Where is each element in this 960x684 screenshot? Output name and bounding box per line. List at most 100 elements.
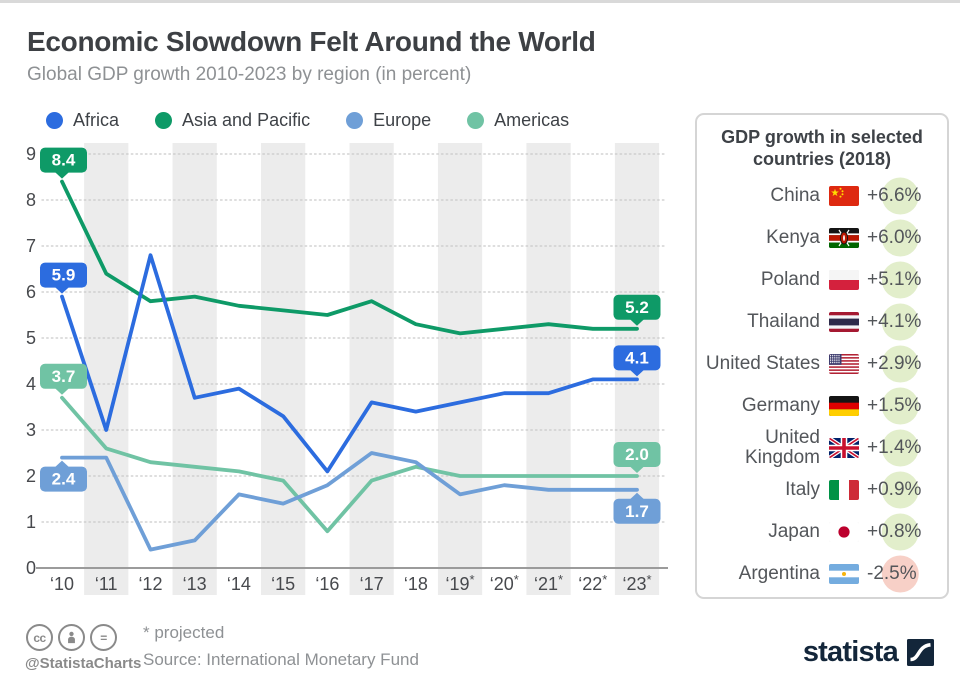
value-badge-5.9: 5.9 <box>40 262 87 294</box>
country-row-thailand: Thailand +4.1% <box>697 301 947 343</box>
svg-text:1.7: 1.7 <box>625 502 649 521</box>
svg-text:5: 5 <box>26 328 36 348</box>
legend-label: Americas <box>494 110 570 130</box>
nd-license-icon: = <box>90 624 117 651</box>
line-americas <box>60 395 639 534</box>
highlight-circle <box>881 555 919 593</box>
usa-flag-icon <box>829 353 859 374</box>
country-name: Poland <box>760 268 820 290</box>
svg-text:★: ★ <box>831 188 840 199</box>
highlight-circle <box>881 471 919 509</box>
svg-text:2.4: 2.4 <box>52 470 76 489</box>
svg-text:4.1: 4.1 <box>625 348 649 367</box>
value-badge-5.2: 5.2 <box>613 294 661 326</box>
svg-text:‘14: ‘14 <box>227 574 251 594</box>
value-badge-1.7: 1.7 <box>613 492 661 524</box>
legend-item-americas: Americas <box>467 110 569 131</box>
germany-flag-icon <box>829 395 859 416</box>
country-rows: China ★ +6.6% Kenya +6.0% Poland +5.1% T… <box>697 175 947 595</box>
highlight-circle <box>881 429 919 467</box>
country-name: United States <box>705 352 820 374</box>
italy-flag-icon <box>829 479 859 500</box>
country-name: Thailand <box>747 310 820 332</box>
gdp-growth-line-chart: 0 1 2 3 4 5 6 7 8 9 ‘10 ‘11 ‘12 ‘13 ‘14 ‘15 ‘16 ‘17 ‘18 ‘19… <box>26 143 668 595</box>
country-gdp-value: +5.1% <box>867 261 935 299</box>
line-europe <box>60 451 639 552</box>
svg-text:‘22*: ‘22* <box>578 572 607 594</box>
svg-text:8.4: 8.4 <box>52 151 76 170</box>
x-axis-labels: ‘10 ‘11 ‘12 ‘13 ‘14 ‘15 ‘16 ‘17 ‘18 ‘19* ‘20* ‘21* ‘… <box>50 572 652 594</box>
cc-license-icon: cc <box>26 624 53 651</box>
country-gdp-value: +4.1% <box>867 303 935 341</box>
value-badge-2.4: 2.4 <box>40 460 87 492</box>
country-row-kenya: Kenya +6.0% <box>697 217 947 259</box>
svg-text:4: 4 <box>26 374 36 394</box>
country-row-united-kingdom: United Kingdom +1.4% <box>697 427 947 469</box>
page-subtitle: Global GDP growth 2010-2023 by region (i… <box>27 64 472 85</box>
value-badge-3.7: 3.7 <box>40 363 87 395</box>
svg-text:5.9: 5.9 <box>52 266 76 285</box>
panel-title: GDP growth in selected countries (2018) <box>721 127 923 169</box>
statista-wordmark: statista <box>802 636 899 668</box>
country-name: United Kingdom <box>745 426 820 468</box>
svg-text:0: 0 <box>26 558 36 578</box>
svg-text:‘20*: ‘20* <box>490 572 519 594</box>
country-row-germany: Germany +1.5% <box>697 385 947 427</box>
svg-text:8: 8 <box>26 190 36 210</box>
poland-flag-icon <box>829 269 859 290</box>
svg-text:‘11: ‘11 <box>95 574 118 594</box>
country-row-united-states: United States +2.9% <box>697 343 947 385</box>
country-name: Japan <box>768 520 820 542</box>
legend-label: Africa <box>73 110 120 130</box>
country-row-italy: Italy +0.9% <box>697 469 947 511</box>
africa-legend-dot-icon <box>46 112 63 129</box>
highlight-circle <box>881 261 919 299</box>
highlight-circle <box>881 387 919 425</box>
legend-item-africa: Africa <box>46 110 119 131</box>
svg-text:‘19*: ‘19* <box>446 572 475 594</box>
country-gdp-panel: GDP growth in selected countries (2018) … <box>695 113 949 599</box>
country-row-china: China ★ +6.6% <box>697 175 947 217</box>
line-africa <box>60 253 639 474</box>
highlight-circle <box>881 219 919 257</box>
country-gdp-value: +2.9% <box>867 345 935 383</box>
country-gdp-value: +1.4% <box>867 429 935 467</box>
svg-text:‘16: ‘16 <box>315 574 339 594</box>
chart-legend: Africa Asia and Pacific Europe Americas <box>46 110 569 131</box>
europe-legend-dot-icon <box>346 112 364 129</box>
svg-text:9: 9 <box>26 144 36 164</box>
svg-text:2: 2 <box>26 466 36 486</box>
country-name: Kenya <box>766 226 820 248</box>
source-note: Source: International Monetary Fund <box>143 650 419 669</box>
thailand-flag-icon <box>829 311 859 332</box>
svg-text:5.2: 5.2 <box>625 298 649 317</box>
svg-text:‘13: ‘13 <box>183 574 207 594</box>
country-gdp-value: -2.5% <box>867 555 935 593</box>
china-flag-icon: ★ <box>829 185 859 206</box>
svg-text:‘17: ‘17 <box>360 574 384 594</box>
kenya-flag-icon <box>829 227 859 248</box>
legend-label: Europe <box>373 110 432 130</box>
value-badge-8.4: 8.4 <box>40 147 87 179</box>
year-bands <box>84 143 660 595</box>
svg-text:3: 3 <box>26 420 36 440</box>
creative-commons-icons: cc = <box>26 624 117 651</box>
projected-note: * projected <box>143 623 225 642</box>
svg-text:3.7: 3.7 <box>52 367 76 386</box>
country-gdp-value: +6.6% <box>867 177 935 215</box>
asia-and-pacific-legend-dot-icon <box>155 112 173 129</box>
uk-flag-icon <box>829 437 859 458</box>
svg-text:1: 1 <box>26 512 36 532</box>
svg-text:6: 6 <box>26 282 36 302</box>
statista-charts-handle: @StatistaCharts <box>25 655 142 672</box>
country-name: Argentina <box>738 562 820 584</box>
value-badge-2.0: 2.0 <box>613 442 661 473</box>
country-gdp-value: +0.9% <box>867 471 935 509</box>
country-gdp-value: +1.5% <box>867 387 935 425</box>
country-row-argentina: Argentina -2.5% <box>697 553 947 595</box>
svg-text:‘12: ‘12 <box>138 574 162 594</box>
legend-label: Asia and Pacific <box>182 110 311 130</box>
svg-text:2.0: 2.0 <box>625 445 649 464</box>
svg-text:‘10: ‘10 <box>50 574 74 594</box>
